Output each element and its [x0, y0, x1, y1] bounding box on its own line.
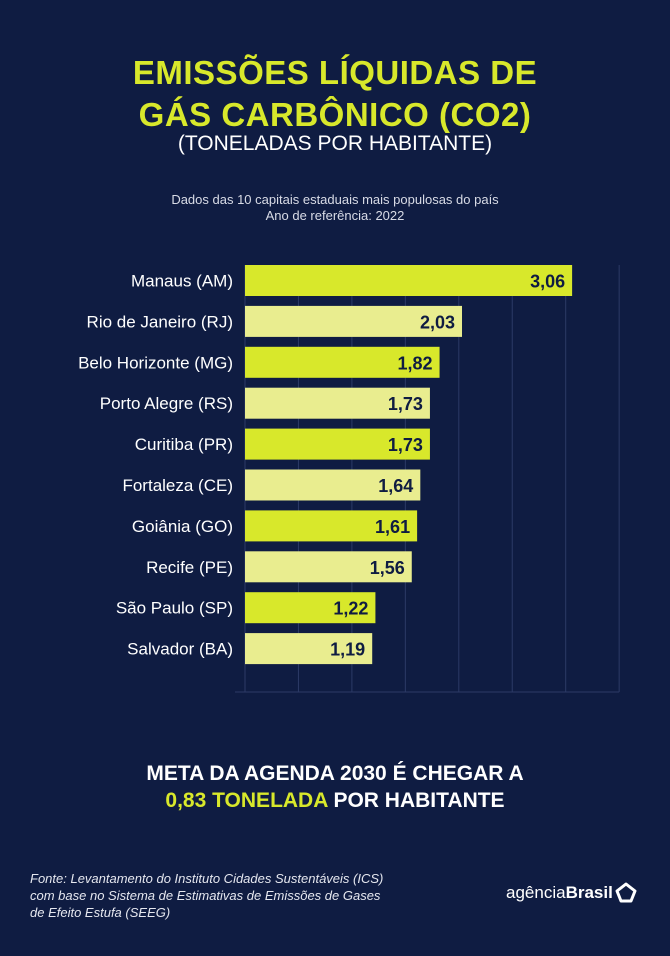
source-line-3: de Efeito Estufa (SEEG) — [30, 905, 171, 920]
bar-chart: Manaus (AM) 3,06 Rio de Janeiro (RJ) 2,03 Be… — [78, 265, 620, 693]
source-note: Fonte: Levantamento do Instituto Cidades… — [30, 870, 430, 921]
goal-highlight: 0,83 TONELADA — [165, 789, 328, 812]
note-line-2: Ano de referência: 2022 — [265, 208, 405, 223]
value-label: 3,06 — [530, 272, 565, 292]
category-label: Recife (PE) — [146, 558, 233, 577]
category-label: Salvador (BA) — [127, 640, 233, 659]
logo-mark-icon — [615, 882, 637, 903]
value-label: 1,64 — [378, 476, 413, 496]
category-label: Goiânia (GO) — [132, 517, 233, 536]
bar — [245, 469, 421, 501]
logo-text-light: agência — [506, 883, 566, 902]
category-label: Curitiba (PR) — [135, 435, 233, 454]
value-label: 1,73 — [388, 394, 423, 414]
title-line-1: EMISSÕES LÍQUIDAS DE — [132, 54, 538, 91]
value-label: 1,56 — [370, 558, 405, 578]
category-label: Rio de Janeiro (RJ) — [87, 312, 233, 331]
bar — [245, 510, 418, 542]
goal-text: META DA AGENDA 2030 É CHEGAR A 0,83 TONE… — [0, 760, 670, 814]
value-label: 1,82 — [398, 353, 433, 373]
bar — [245, 387, 430, 419]
bar — [245, 428, 430, 460]
value-label: 1,22 — [333, 599, 368, 619]
value-label: 2,03 — [420, 312, 455, 332]
value-label: 1,61 — [375, 517, 410, 537]
note-line-1: Dados das 10 capitais estaduais mais pop… — [171, 192, 499, 207]
source-line-2: com base no Sistema de Estimativas de Em… — [30, 888, 381, 903]
bar — [245, 551, 412, 583]
title-line-2: GÁS CARBÔNICO (CO2) — [138, 96, 532, 133]
bar — [245, 265, 573, 296]
bar — [245, 346, 440, 378]
goal-line-2: 0,83 TONELADA POR HABITANTE — [0, 787, 670, 814]
logo-text-bold: Brasil — [565, 883, 613, 902]
category-label: Porto Alegre (RS) — [100, 394, 233, 413]
bar — [245, 305, 463, 337]
chart-subtitle: (TONELADAS POR HABITANTE) — [177, 132, 493, 155]
category-label: Fortaleza (CE) — [122, 476, 233, 495]
goal-line-1: META DA AGENDA 2030 É CHEGAR A — [146, 762, 524, 785]
category-label: Manaus (AM) — [131, 272, 233, 291]
goal-rest: POR HABITANTE — [327, 789, 505, 812]
category-label: São Paulo (SP) — [116, 599, 233, 618]
agencia-brasil-logo: agência Brasil — [506, 882, 637, 904]
value-label: 1,19 — [330, 640, 365, 660]
value-label: 1,73 — [388, 435, 423, 455]
category-label: Belo Horizonte (MG) — [78, 353, 233, 372]
source-line-1: Fonte: Levantamento do Instituto Cidades… — [30, 871, 384, 886]
bar — [245, 633, 373, 665]
bar — [245, 592, 376, 624]
chart-title: EMISSÕES LÍQUIDAS DE GÁS CARBÔNICO (CO2) — [0, 52, 670, 136]
